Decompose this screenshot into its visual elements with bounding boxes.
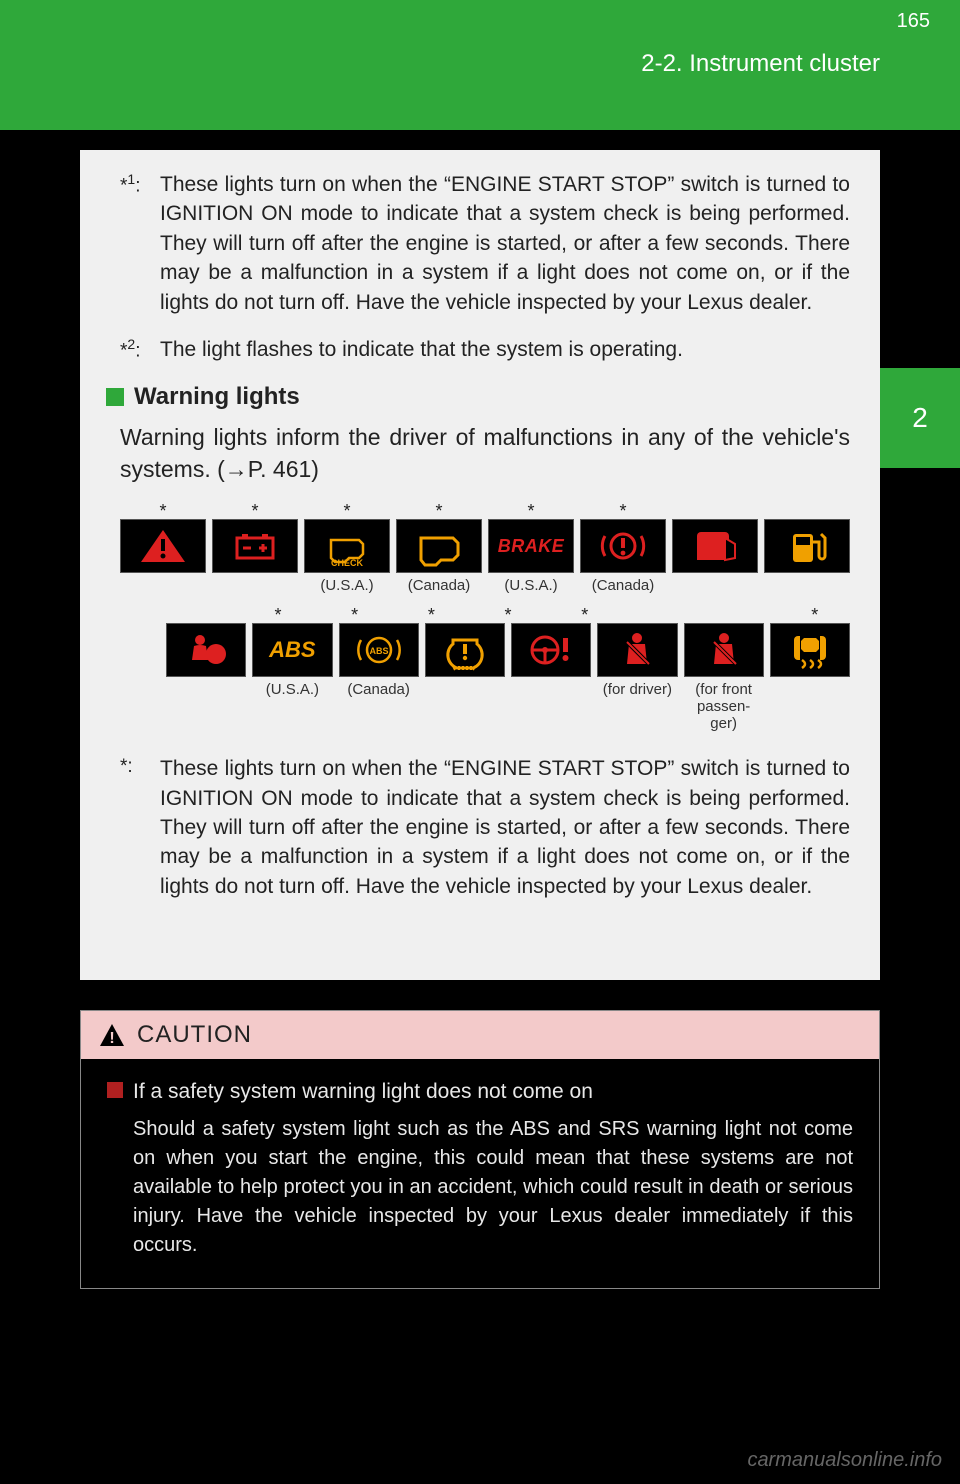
footnote-text-1: These lights turn on when the “ENGINE ST… bbox=[160, 170, 850, 317]
asterisk-marker bbox=[626, 605, 697, 623]
caution-text: Should a safety system light such as the… bbox=[133, 1115, 853, 1260]
seatbelt-passenger-icon bbox=[684, 623, 764, 677]
chapter-tab-label: 2 bbox=[912, 402, 928, 434]
icon-region-label: (U.S.A.) bbox=[488, 575, 574, 594]
icon-region-label bbox=[212, 575, 298, 594]
icon-region-label: (for driver) bbox=[597, 679, 677, 733]
watermark: carmanualsonline.info bbox=[747, 1449, 942, 1472]
brake-ca-icon bbox=[580, 519, 666, 573]
caution-title: CAUTION bbox=[137, 1021, 252, 1049]
caution-box: ! CAUTION If a safety system warning lig… bbox=[80, 1010, 880, 1289]
asterisk-marker: * bbox=[488, 501, 574, 519]
icon-region-label bbox=[511, 679, 591, 733]
svg-text:ABS: ABS bbox=[369, 646, 388, 656]
fuel-icon bbox=[764, 519, 850, 573]
section-title: 2-2. Instrument cluster bbox=[641, 50, 880, 78]
footnote-mark-bottom: *: bbox=[120, 754, 160, 901]
icon-region-label bbox=[120, 575, 206, 594]
asterisk-marker bbox=[166, 605, 237, 623]
tire-pressure-icon bbox=[425, 623, 505, 677]
subheading: Warning lights bbox=[106, 383, 850, 411]
bullet-square-icon bbox=[106, 388, 124, 406]
asterisk-marker: * bbox=[396, 501, 482, 519]
asterisk-marker bbox=[764, 501, 850, 519]
chapter-tab: 2 bbox=[880, 368, 960, 468]
airbag-icon bbox=[166, 623, 246, 677]
intro-text: Warning lights inform the driver of malf… bbox=[120, 421, 850, 485]
icon-region-label: (Canada) bbox=[339, 679, 419, 733]
asterisk-marker: * bbox=[304, 501, 390, 519]
caution-header: ! CAUTION bbox=[81, 1011, 879, 1059]
caution-subheading: If a safety system warning light does no… bbox=[107, 1077, 853, 1107]
asterisk-marker: * bbox=[396, 605, 467, 623]
caution-subtitle: If a safety system warning light does no… bbox=[133, 1077, 593, 1107]
asterisk-marker: * bbox=[212, 501, 298, 519]
asterisk-marker: * bbox=[243, 605, 314, 623]
asterisk-marker bbox=[672, 501, 758, 519]
icon-region-label bbox=[770, 679, 850, 733]
subheading-text: Warning lights bbox=[134, 383, 300, 411]
seatbelt-driver-icon bbox=[597, 623, 677, 677]
content-box: *1: These lights turn on when the “ENGIN… bbox=[80, 150, 880, 980]
icon-region-label bbox=[764, 575, 850, 594]
check-engine-ca-icon bbox=[396, 519, 482, 573]
door-ajar-icon bbox=[672, 519, 758, 573]
power-steering-icon bbox=[511, 623, 591, 677]
icon-region-label: (U.S.A.) bbox=[252, 679, 332, 733]
svg-text:!: ! bbox=[109, 1030, 114, 1047]
slip-icon bbox=[770, 623, 850, 677]
page-number: 165 bbox=[897, 10, 930, 33]
brake-text-icon: BRAKE bbox=[488, 519, 574, 573]
asterisk-marker: * bbox=[779, 605, 850, 623]
asterisk-marker bbox=[703, 605, 774, 623]
icon-region-label: (for front passen- ger) bbox=[684, 679, 764, 733]
asterisk-marker: * bbox=[319, 605, 390, 623]
footnote-mark-1: *1: bbox=[120, 170, 160, 317]
icon-region-label bbox=[425, 679, 505, 733]
asterisk-marker: * bbox=[580, 501, 666, 519]
battery-icon bbox=[212, 519, 298, 573]
icon-region-label: (Canada) bbox=[396, 575, 482, 594]
caution-bullet-icon bbox=[107, 1082, 123, 1098]
icon-region-label: (Canada) bbox=[580, 575, 666, 594]
warning-light-grid: ******CHECKBRAKE(U.S.A.)(Canada)(U.S.A.)… bbox=[120, 501, 850, 732]
caution-triangle-icon: ! bbox=[99, 1023, 125, 1047]
master-warning-icon bbox=[120, 519, 206, 573]
header-bar: 2-2. Instrument cluster bbox=[0, 0, 960, 130]
footnote-mark-2: *2: bbox=[120, 335, 160, 365]
icon-region-label: (U.S.A.) bbox=[304, 575, 390, 594]
caution-body: If a safety system warning light does no… bbox=[81, 1059, 879, 1288]
asterisk-marker: * bbox=[549, 605, 620, 623]
asterisk-marker: * bbox=[120, 501, 206, 519]
svg-text:CHECK: CHECK bbox=[331, 558, 364, 568]
footnote-2: *2: The light flashes to indicate that t… bbox=[120, 335, 850, 365]
abs-text-icon: ABS bbox=[252, 623, 332, 677]
abs-ca-icon: ABS bbox=[339, 623, 419, 677]
icon-region-label bbox=[166, 679, 246, 733]
footnote-bottom: *: These lights turn on when the “ENGINE… bbox=[120, 754, 850, 901]
asterisk-marker: * bbox=[473, 605, 544, 623]
icon-region-label bbox=[672, 575, 758, 594]
check-engine-usa-icon: CHECK bbox=[304, 519, 390, 573]
footnote-text-bottom: These lights turn on when the “ENGINE ST… bbox=[160, 754, 850, 901]
footnote-text-2: The light flashes to indicate that the s… bbox=[160, 335, 850, 365]
footnote-1: *1: These lights turn on when the “ENGIN… bbox=[120, 170, 850, 317]
